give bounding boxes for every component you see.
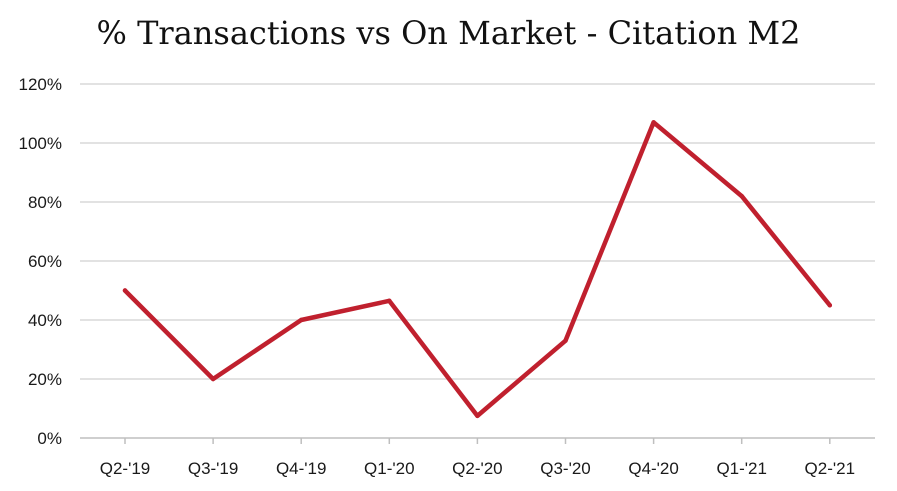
data-point	[299, 317, 304, 323]
y-tick-label: 40%	[28, 311, 62, 330]
y-tick-label: 80%	[28, 193, 62, 212]
x-tick-label: Q2-'20	[452, 459, 503, 478]
data-point	[475, 413, 480, 419]
x-tick-label: Q2-'19	[100, 459, 151, 478]
series-line	[122, 120, 833, 419]
y-tick-label: 0%	[37, 429, 62, 448]
data-point	[563, 338, 568, 343]
chart-title: % Transactions vs On Market - Citation M…	[96, 14, 801, 52]
data-point	[387, 298, 392, 304]
x-tick-label: Q2-'21	[805, 459, 856, 478]
x-axis	[80, 437, 875, 444]
y-tick-label: 120%	[19, 75, 62, 94]
y-tick-label: 100%	[19, 134, 62, 153]
x-tick-label: Q3-'19	[188, 459, 239, 478]
x-axis-labels: Q2-'19 Q3-'19 Q4-'19 Q1-'20 Q2-'20 Q3-'20 Q4-'…	[100, 459, 855, 478]
data-point	[210, 376, 216, 382]
x-tick-label: Q1-'21	[716, 459, 767, 478]
series-group	[122, 120, 833, 419]
data-point	[827, 303, 832, 308]
data-point	[651, 120, 656, 125]
x-tick-label: Q3-'20	[540, 459, 591, 478]
x-tick-label: Q4-'20	[628, 459, 679, 478]
gridlines	[80, 83, 875, 380]
data-point	[739, 193, 744, 199]
y-tick-label: 60%	[28, 252, 62, 271]
data-point	[122, 288, 128, 293]
x-tick-label: Q4-'19	[276, 459, 327, 478]
x-tick-label: Q1-'20	[364, 459, 415, 478]
y-tick-label: 20%	[28, 370, 62, 389]
y-axis-labels: 0% 20% 40% 60% 80% 100% 120%	[19, 75, 62, 448]
